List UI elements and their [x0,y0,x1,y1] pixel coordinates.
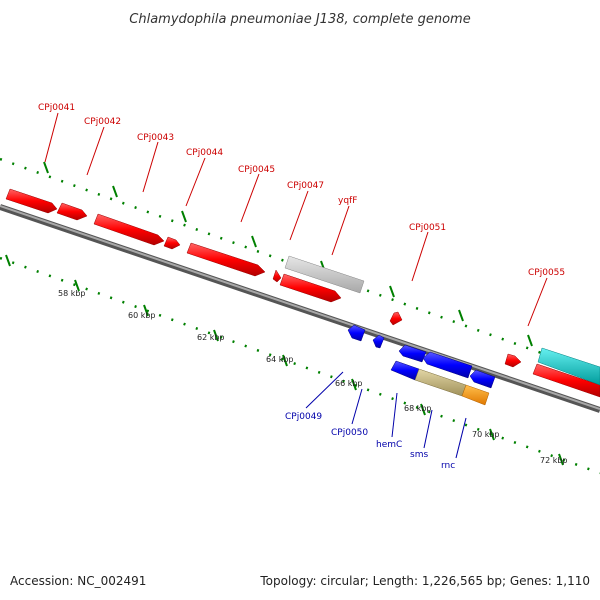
gene-label-cpj0042[interactable]: CPj0042 [84,117,121,127]
minus-strand-features [347,324,496,389]
gene-label-cpj0050[interactable]: CPj0050 [331,428,368,438]
gene-arrow-cpj0051[interactable] [389,311,403,326]
gene-label-cpj0044[interactable]: CPj0044 [186,148,223,158]
scale-label-58kbp: 58 kbp [58,289,86,298]
gene-label-cpj0041[interactable]: CPj0041 [38,103,75,113]
gene-arrow-blue-end[interactable] [469,369,496,389]
label-leaders-top [44,112,548,327]
gene-label-cpj0043[interactable]: CPj0043 [137,133,174,143]
gene-label-cpj0049[interactable]: CPj0049 [285,412,322,422]
label-leaders-bottom [305,371,467,459]
gene-arrow-sms-blue[interactable] [422,351,473,379]
tick-marks-lower [0,254,600,475]
gene-labels-top: CPj0041 CPj0042 CPj0043 CPj0044 CPj0045 … [38,103,565,278]
scale-label-62kbp: 62 kbp [197,333,225,342]
gene-label-hemc[interactable]: hemC [376,440,402,450]
gene-arrow-cpj0049[interactable] [347,324,366,342]
gene-arrow-cpj0055-b[interactable] [532,363,600,398]
gene-label-cpj0045[interactable]: CPj0045 [238,165,275,175]
gene-arrow-cpj0055-a[interactable] [504,353,522,368]
gene-label-cpj0047[interactable]: CPj0047 [287,181,324,191]
gene-arrow-yqff[interactable] [279,273,342,303]
footer-summary: Topology: circular; Length: 1,226,565 bp… [259,574,590,588]
scale-label-60kbp: 60 kbp [128,311,156,320]
gene-arrow-cpj0045[interactable] [186,242,266,277]
gene-label-cpj0055[interactable]: CPj0055 [528,268,565,278]
gene-arrow-cpj0050[interactable] [372,334,385,349]
genome-backbone [0,204,600,413]
scale-label-68kbp: 68 kbp [404,404,432,413]
gene-arrow-cpj0041[interactable] [5,188,58,214]
plus-strand-features [5,188,600,398]
gene-label-yqff[interactable]: yqfF [338,196,357,206]
gene-arrow-cpj0047[interactable] [272,269,282,283]
tick-marks-upper [0,157,600,376]
gene-labels-bottom: CPj0049 CPj0050 hemC sms rnc [285,412,455,471]
gene-label-cpj0051[interactable]: CPj0051 [409,223,446,233]
gene-arrow-cpj0050-b[interactable] [390,360,420,381]
scale-label-66kbp: 66 kbp [335,379,363,388]
footer-accession: Accession: NC_002491 [10,574,146,588]
map-title: Chlamydophila pneumoniae J138, complete … [129,12,470,27]
scale-label-72kbp: 72 kbp [540,456,568,465]
gene-label-rnc[interactable]: rnc [441,461,455,471]
gene-label-sms[interactable]: sms [410,450,428,460]
feature-rnc[interactable] [461,384,490,406]
feature-pseudo-grey[interactable] [284,255,365,294]
scale-label-64kbp: 64 kbp [266,355,294,364]
gene-arrow-cpj0042[interactable] [56,202,88,221]
gene-arrow-cpj0044[interactable] [163,236,181,250]
feature-cyan[interactable] [537,347,600,386]
gene-arrow-cpj0043[interactable] [93,213,165,246]
scale-label-70kbp: 70 kbp [472,430,500,439]
